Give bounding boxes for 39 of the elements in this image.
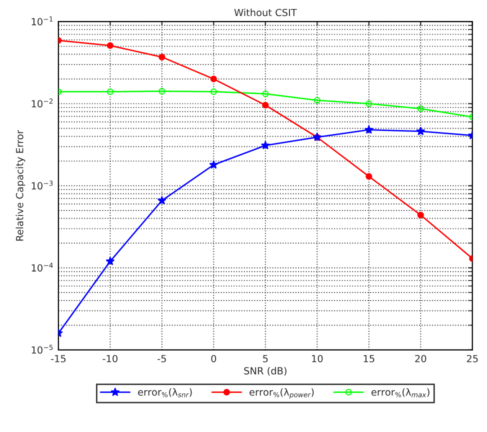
y-tick-label: 10$^{−2}$ (32, 98, 53, 108)
x-tick-label: 10 (312, 354, 323, 362)
x-tick-label: 20 (415, 354, 426, 362)
point (417, 212, 424, 218)
x-tick-label: 15 (364, 355, 374, 362)
legend-label: error$_{%}$(λ$_{max}$) (371, 388, 430, 398)
y-tick-label: 10$^{−1}$ (32, 16, 53, 26)
x-tick-label: 25 (466, 354, 478, 362)
x-tick-label: -10 (102, 354, 118, 362)
point (366, 173, 372, 180)
point (262, 90, 269, 98)
chart-title: Without CSIT (234, 8, 297, 16)
point (416, 126, 426, 136)
point (209, 160, 218, 169)
point (106, 256, 115, 266)
point (158, 54, 166, 60)
point (366, 100, 372, 107)
point (106, 88, 114, 95)
legend-label: error$_{%}$(λ$_{snr}$) (138, 388, 192, 398)
x-tick-label: -5 (158, 355, 166, 362)
point (262, 102, 269, 108)
x-tick-label: 0 (211, 354, 216, 362)
point (106, 42, 114, 49)
point (210, 76, 217, 82)
x-tick-label: -15 (50, 355, 66, 362)
point (260, 140, 270, 150)
y-axis-title: Relative Capacity Error (16, 130, 26, 241)
point (157, 196, 166, 204)
x-tick-label: 5 (263, 355, 268, 362)
point (158, 88, 166, 94)
point (314, 96, 320, 104)
point (417, 105, 424, 112)
y-tick-label: 10$^{−5}$ (32, 344, 53, 354)
y-tick-label: 10$^{−3}$ (32, 180, 53, 190)
x-axis-title: SNR (dB) (244, 366, 286, 376)
y-tick-label: 10$^{−4}$ (32, 262, 53, 272)
point (210, 88, 217, 95)
point (364, 125, 374, 134)
legend-label: error$_{%}$(λ$_{power}$) (250, 388, 314, 399)
